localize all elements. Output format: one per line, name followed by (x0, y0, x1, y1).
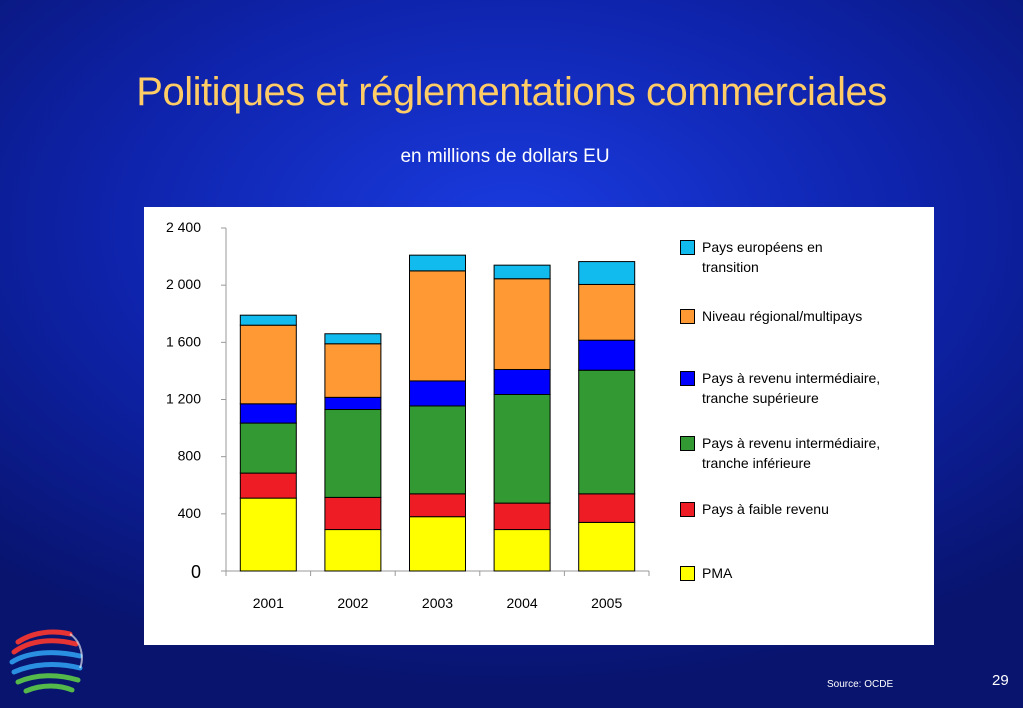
bar-segment (578, 521, 636, 572)
legend-label: Pays à faible revenu (702, 501, 829, 517)
bar-segment (324, 343, 382, 398)
legend-swatch (680, 309, 695, 324)
bar-segment (239, 422, 297, 474)
legend-item: PMA (680, 563, 932, 583)
legend-swatch (680, 371, 695, 386)
y-tick-label: 800 (178, 448, 202, 464)
bar-segment (409, 254, 466, 272)
legend-swatch (680, 240, 695, 255)
bar-segment (239, 314, 297, 326)
bar-segment (578, 261, 636, 285)
bar-segment (493, 264, 551, 280)
bar-segment (239, 497, 297, 572)
legend-item: Pays européens en transition (680, 237, 932, 277)
legend-swatch (680, 566, 695, 581)
page-number: 29 (992, 672, 1009, 689)
bar-segment (409, 405, 466, 495)
bar-segment (578, 369, 636, 495)
bar-segment (409, 380, 466, 407)
bar-segment (493, 278, 551, 370)
legend-label: Pays à revenu intermédiaire, tranche sup… (702, 370, 881, 406)
bar-segment (324, 396, 382, 411)
y-tick-label: 2 000 (166, 276, 201, 292)
wto-logo-icon (9, 629, 83, 694)
x-tick-label: 2004 (507, 595, 538, 611)
source-note: Source: OCDE (827, 679, 894, 690)
bar-segment (324, 496, 382, 531)
bar-segment (578, 283, 636, 341)
legend-swatch (680, 502, 695, 517)
bar-segment (409, 270, 466, 382)
legend-label: Pays européens en transition (702, 239, 823, 275)
bar-segment (493, 393, 551, 504)
legend-label: Niveau régional/multipays (702, 308, 863, 324)
bar-segment (324, 333, 382, 345)
bar-segment (409, 493, 466, 518)
y-tick-label: 0 (191, 562, 201, 582)
slide-title: Politiques et réglementations commercial… (136, 70, 887, 114)
y-tick-label: 1 600 (166, 333, 201, 349)
bar-segment (493, 368, 551, 395)
slide-subtitle: en millions de dollars EU (400, 146, 610, 167)
x-tick-label: 2001 (253, 595, 284, 611)
chart-panel: 0 400 800 1 200 1 600 2 000 2 400 2001 2002 2003 2… (144, 207, 934, 645)
legend-label: PMA (702, 565, 733, 581)
bar-segment (324, 529, 382, 572)
x-tick-label: 2003 (422, 595, 453, 611)
bar-segment (409, 516, 466, 572)
bar-segment (493, 529, 551, 572)
bar-segment (578, 493, 636, 523)
y-tick-label: 1 200 (166, 391, 201, 407)
y-tick-label: 400 (178, 505, 202, 521)
y-tick-label: 2 400 (166, 219, 201, 235)
bar-segment (239, 472, 297, 499)
x-tick-label: 2002 (337, 595, 368, 611)
legend-swatch (680, 436, 695, 451)
bar-segment (239, 324, 297, 405)
x-tick-label: 2005 (591, 595, 622, 611)
legend-item: Pays à faible revenu (680, 499, 932, 519)
legend-item: Pays à revenu intermédiaire, tranche sup… (680, 368, 932, 408)
bar-segment (239, 403, 297, 424)
bar-segment (578, 339, 636, 371)
bar-segment (493, 502, 551, 531)
bar-segment (324, 409, 382, 498)
legend-item: Niveau régional/multipays (680, 306, 932, 326)
legend-label: Pays à revenu intermédiaire, tranche inf… (702, 435, 881, 471)
legend-item: Pays à revenu intermédiaire, tranche inf… (680, 433, 932, 473)
